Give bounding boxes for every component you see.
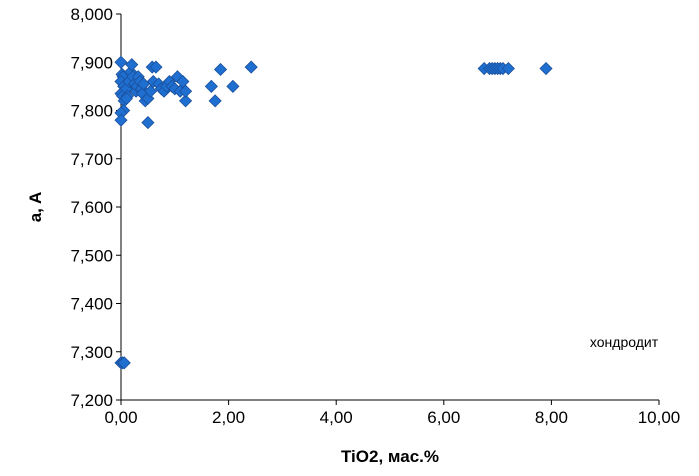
x-tick-label: 2,00 (212, 408, 245, 427)
annotations: хондродит (590, 334, 659, 350)
data-point (125, 58, 139, 72)
x-tick-label: 8,00 (535, 408, 568, 427)
y-tick-label: 7,700 (70, 150, 113, 169)
data-point (144, 84, 158, 98)
data-point (213, 62, 228, 77)
x-axis-title: TiO2, мас.% (341, 447, 439, 466)
data-points (114, 55, 553, 370)
data-point (539, 61, 553, 76)
y-axis: 7,200 7,300 7,400 7,500 7,600 7,700 7,800 7,900… (70, 5, 122, 410)
y-tick-label: 8,000 (70, 5, 113, 24)
y-axis-title: a, A (26, 192, 45, 223)
y-tick-label: 7,800 (70, 102, 113, 121)
data-point (119, 91, 133, 106)
data-point (114, 113, 128, 127)
y-tick-label: 7,900 (70, 53, 113, 72)
y-tick-label: 7,500 (70, 246, 113, 265)
y-tick-label: 7,400 (70, 295, 113, 314)
data-point (141, 115, 155, 130)
data-point (178, 94, 193, 108)
data-point (117, 356, 131, 370)
data-point (244, 60, 258, 74)
x-tick-label: 6,00 (427, 408, 460, 427)
data-point (501, 61, 515, 76)
data-point (149, 60, 163, 74)
x-tick-label: 0,00 (104, 408, 137, 427)
data-point (208, 94, 222, 108)
x-axis: 0,00 2,00 4,00 6,00 8,00 10,00 (104, 399, 681, 427)
annotation-label: хондродит (590, 334, 659, 350)
y-tick-label: 7,300 (70, 343, 113, 362)
data-point (204, 79, 218, 93)
data-point (178, 84, 193, 98)
y-tick-label: 7,600 (70, 198, 113, 217)
x-tick-label: 10,00 (638, 408, 681, 427)
data-point (114, 55, 128, 69)
x-tick-label: 4,00 (320, 408, 353, 427)
y-tick-label: 7,200 (70, 391, 113, 410)
data-point (226, 79, 240, 93)
